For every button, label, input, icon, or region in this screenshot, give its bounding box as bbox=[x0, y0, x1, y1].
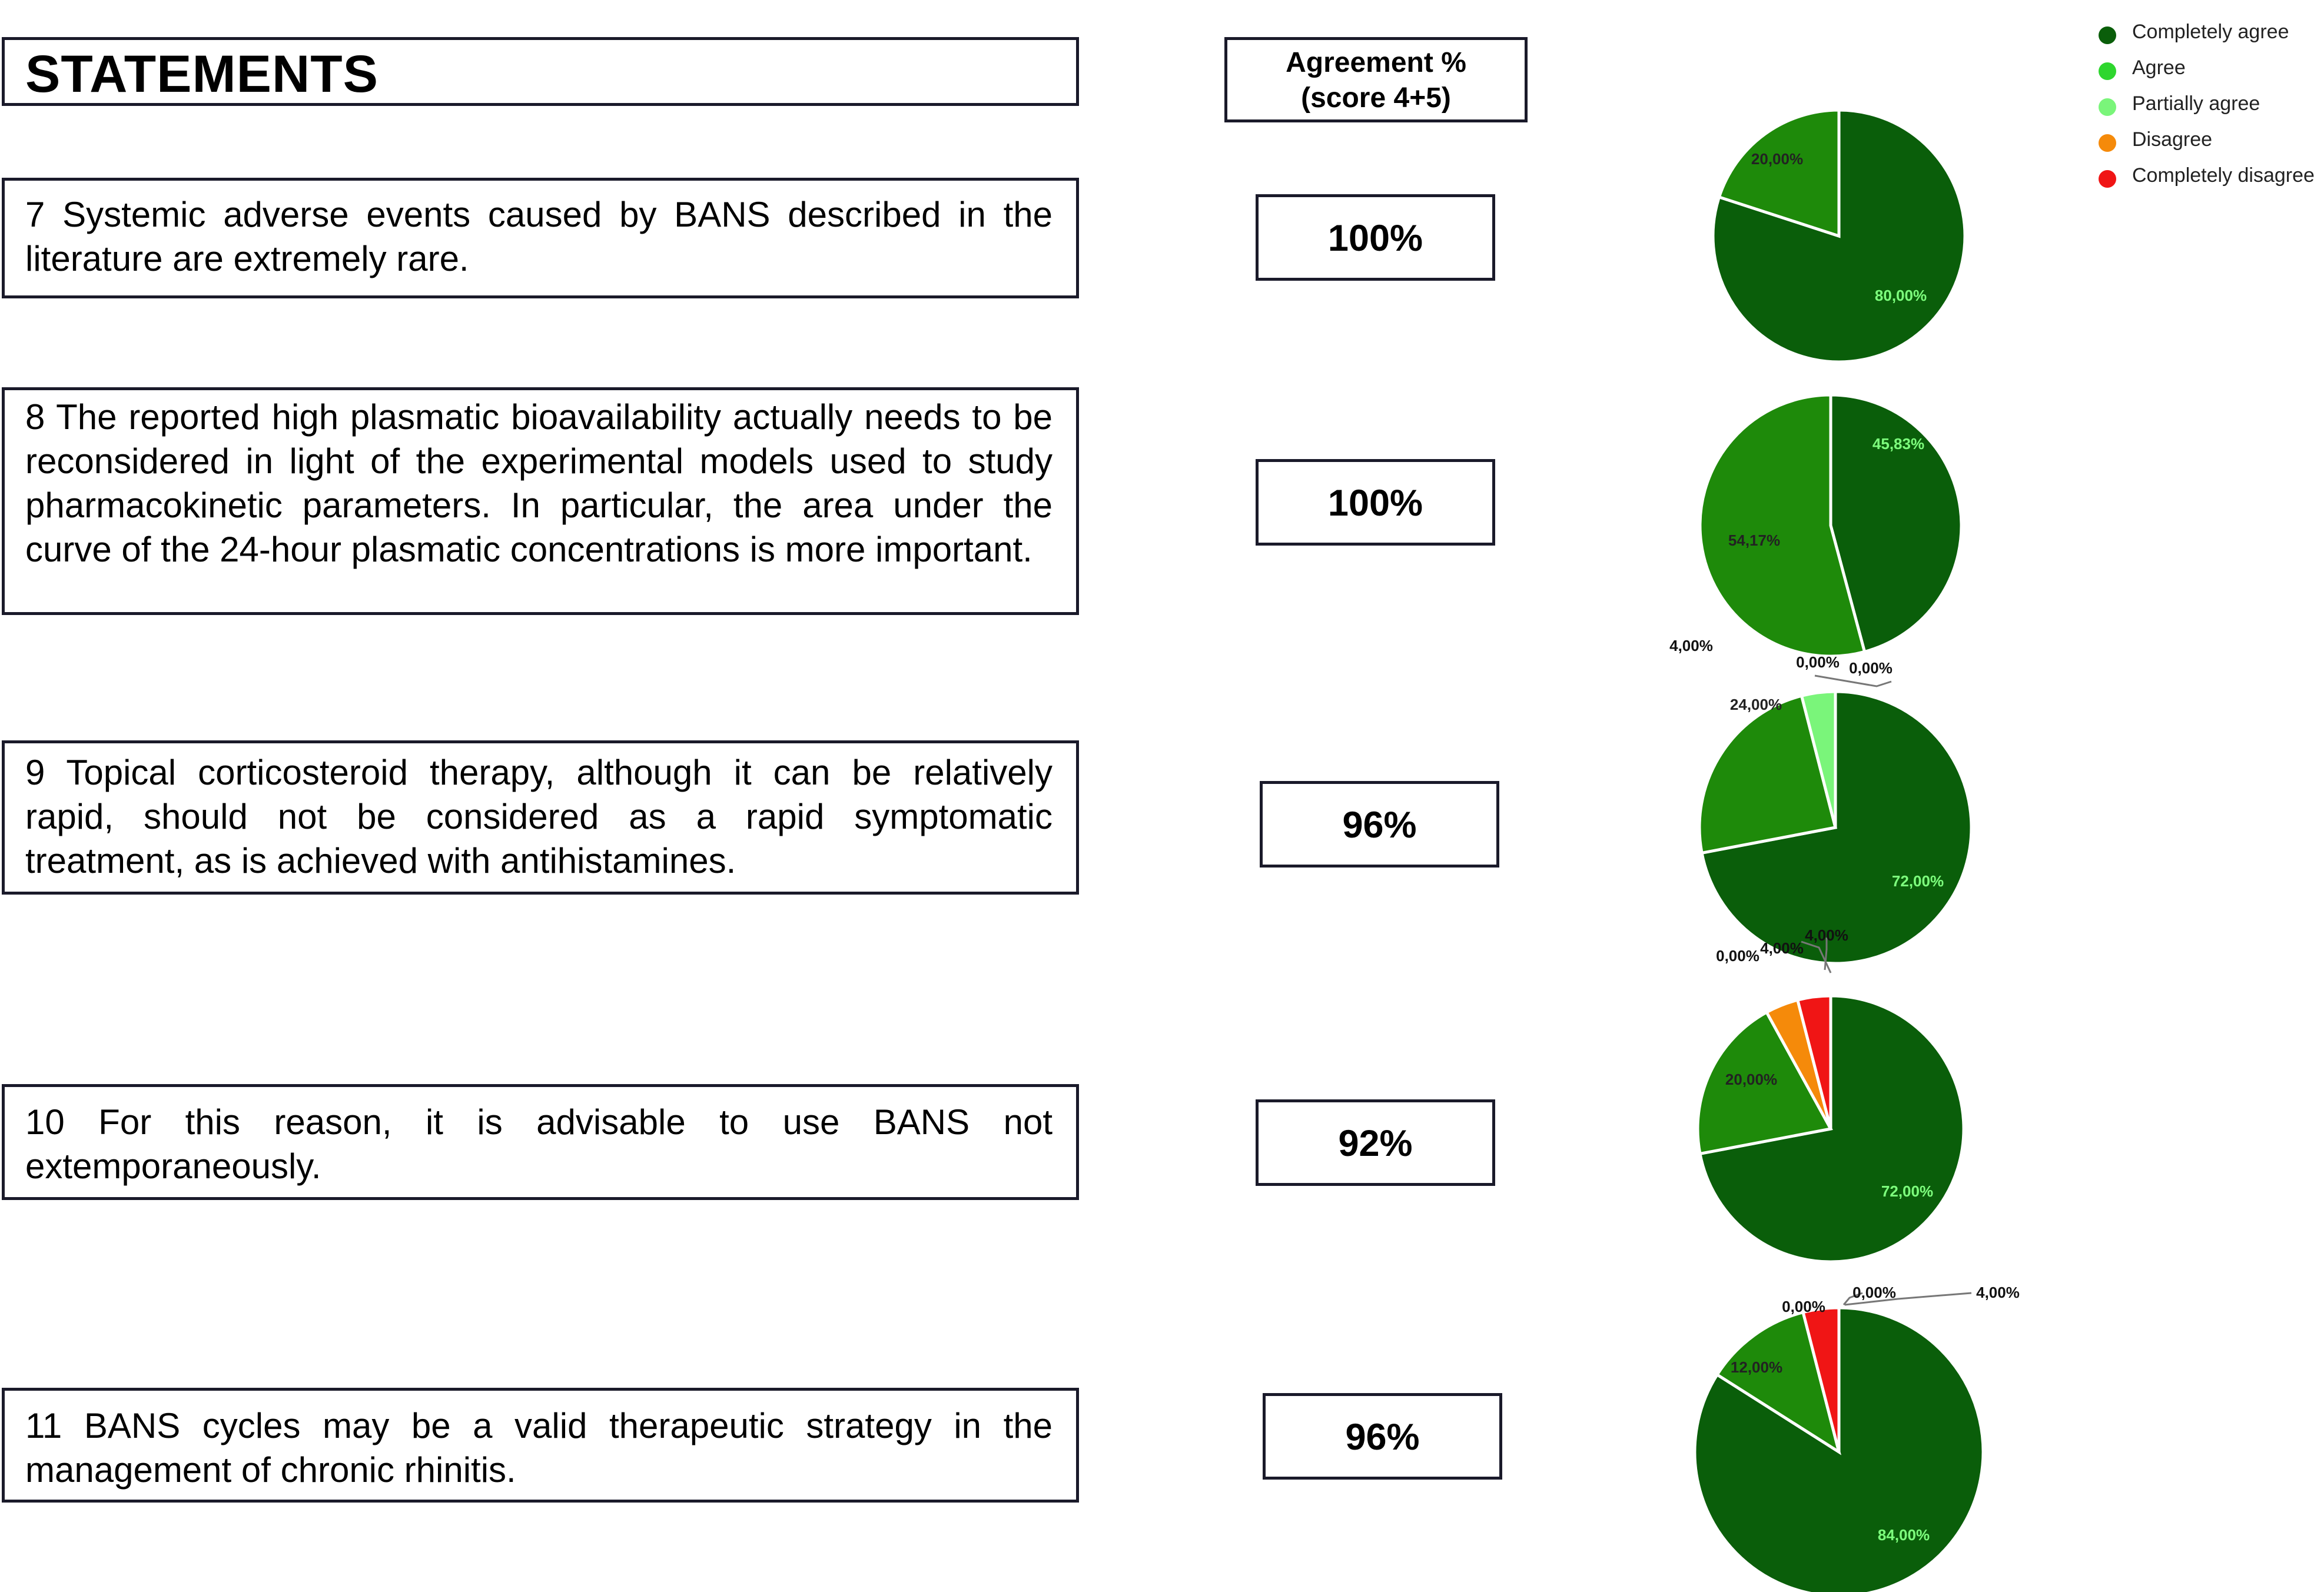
pie-slice bbox=[1698, 393, 1867, 658]
agreement-header-box: Agreement % (score 4+5) bbox=[1224, 37, 1528, 122]
leader-line bbox=[1824, 938, 1828, 971]
slice-label: 45,83% bbox=[1873, 435, 1924, 453]
agreement-box-11: 96% bbox=[1263, 1393, 1502, 1480]
pie-slice bbox=[1698, 694, 1838, 855]
statement-text-11: 11 BANS cycles may be a valid therapeuti… bbox=[25, 1406, 1053, 1490]
agreement-value-7: 100% bbox=[1327, 218, 1423, 259]
slice-label: 0,00% bbox=[1716, 947, 1759, 965]
pie-slice bbox=[1696, 1010, 1833, 1156]
statement-text-10: 10 For this reason, it is advisable to u… bbox=[25, 1102, 1053, 1186]
pie-chart-11: 84,00% 12,00% 0,00% 0,00% 4,00% bbox=[1693, 1284, 2020, 1592]
statement-text-7: 7 Systemic adverse events caused by BANS… bbox=[25, 195, 1053, 278]
legend-label: Partially agree bbox=[2132, 92, 2260, 115]
legend-swatch bbox=[2099, 98, 2116, 116]
slice-label: 24,00% bbox=[1730, 696, 1782, 713]
slice-label: 72,00% bbox=[1881, 1182, 1933, 1200]
slice-label: 4,00% bbox=[1669, 637, 1713, 654]
slice-label: 4,00% bbox=[1805, 926, 1848, 944]
statements-title: STATEMENTS bbox=[25, 44, 379, 103]
statements-title-box: STATEMENTS bbox=[2, 37, 1079, 106]
pie-chart-10: 72,00%20,00%0,00% 4,00%4,00% bbox=[1696, 926, 1966, 1264]
leader-line bbox=[1842, 1292, 1863, 1305]
pie-slice bbox=[1715, 1310, 1841, 1455]
pie-slice bbox=[1795, 994, 1832, 1129]
pie-slice bbox=[1717, 108, 1841, 238]
agreement-box-7: 100% bbox=[1256, 194, 1495, 281]
statement-box-8: 8 The reported high plasmatic bioavailab… bbox=[2, 387, 1079, 615]
agreement-box-10: 92% bbox=[1256, 1099, 1495, 1186]
pie-slice bbox=[1800, 690, 1837, 828]
pie-slice bbox=[1829, 393, 1963, 654]
legend-label: Completely disagree bbox=[2132, 164, 2315, 187]
pie-chart-7: 80,00% 20,00% bbox=[1711, 108, 1967, 364]
agreement-value-9: 96% bbox=[1342, 805, 1417, 846]
pie-chart-9: 72,00%24,00%4,00%0,00% 0,00% bbox=[1669, 637, 1973, 965]
agreement-value-8: 100% bbox=[1327, 483, 1423, 524]
legend-label: Disagree bbox=[2132, 128, 2213, 151]
slice-label: 20,00% bbox=[1751, 150, 1803, 168]
leader-line bbox=[1844, 1292, 1972, 1306]
slice-label: 54,17% bbox=[1728, 531, 1780, 549]
slice-label: 72,00% bbox=[1892, 872, 1944, 890]
slice-label: 0,00% bbox=[1849, 659, 1893, 677]
agreement-box-9: 96% bbox=[1260, 781, 1499, 868]
slice-label: 0,00% bbox=[1796, 653, 1840, 671]
agreement-value-11: 96% bbox=[1345, 1417, 1420, 1458]
statement-box-7: 7 Systemic adverse events caused by BANS… bbox=[2, 178, 1079, 298]
slice-label: 12,00% bbox=[1731, 1358, 1782, 1376]
slice-label: 20,00% bbox=[1725, 1071, 1777, 1088]
legend-swatch bbox=[2099, 62, 2116, 80]
slice-label: 80,00% bbox=[1875, 287, 1927, 304]
slice-label: 4,00% bbox=[1760, 939, 1804, 957]
statement-box-9: 9 Topical corticosteroid therapy, althou… bbox=[2, 740, 1079, 895]
slice-label: 4,00% bbox=[1976, 1284, 2020, 1301]
pie-chart-8: 45,83% 54,17% bbox=[1698, 393, 1963, 658]
agreement-box-8: 100% bbox=[1256, 459, 1495, 546]
leader-line bbox=[1814, 674, 1892, 687]
statement-text-8: 8 The reported high plasmatic bioavailab… bbox=[25, 397, 1053, 569]
legend-swatch bbox=[2099, 134, 2116, 152]
statement-box-10: 10 For this reason, it is advisable to u… bbox=[2, 1084, 1079, 1200]
pie-slice bbox=[1801, 1306, 1841, 1453]
slice-label: 84,00% bbox=[1878, 1526, 1930, 1544]
agreement-value-10: 92% bbox=[1338, 1123, 1413, 1164]
legend-swatch bbox=[2099, 26, 2116, 44]
legend-label: Completely agree bbox=[2132, 21, 2289, 43]
statement-text-9: 9 Topical corticosteroid therapy, althou… bbox=[25, 753, 1053, 880]
agreement-header-line1: Agreement % bbox=[1286, 47, 1466, 78]
slice-label: 0,00% bbox=[1852, 1284, 1896, 1301]
legend-label: Agree bbox=[2132, 56, 2186, 79]
slice-label: 0,00% bbox=[1782, 1298, 1825, 1315]
statement-box-11: 11 BANS cycles may be a valid therapeuti… bbox=[2, 1388, 1079, 1503]
leader-line bbox=[1801, 940, 1832, 973]
agreement-header-line2: (score 4+5) bbox=[1301, 82, 1451, 114]
legend-swatch bbox=[2099, 170, 2116, 188]
